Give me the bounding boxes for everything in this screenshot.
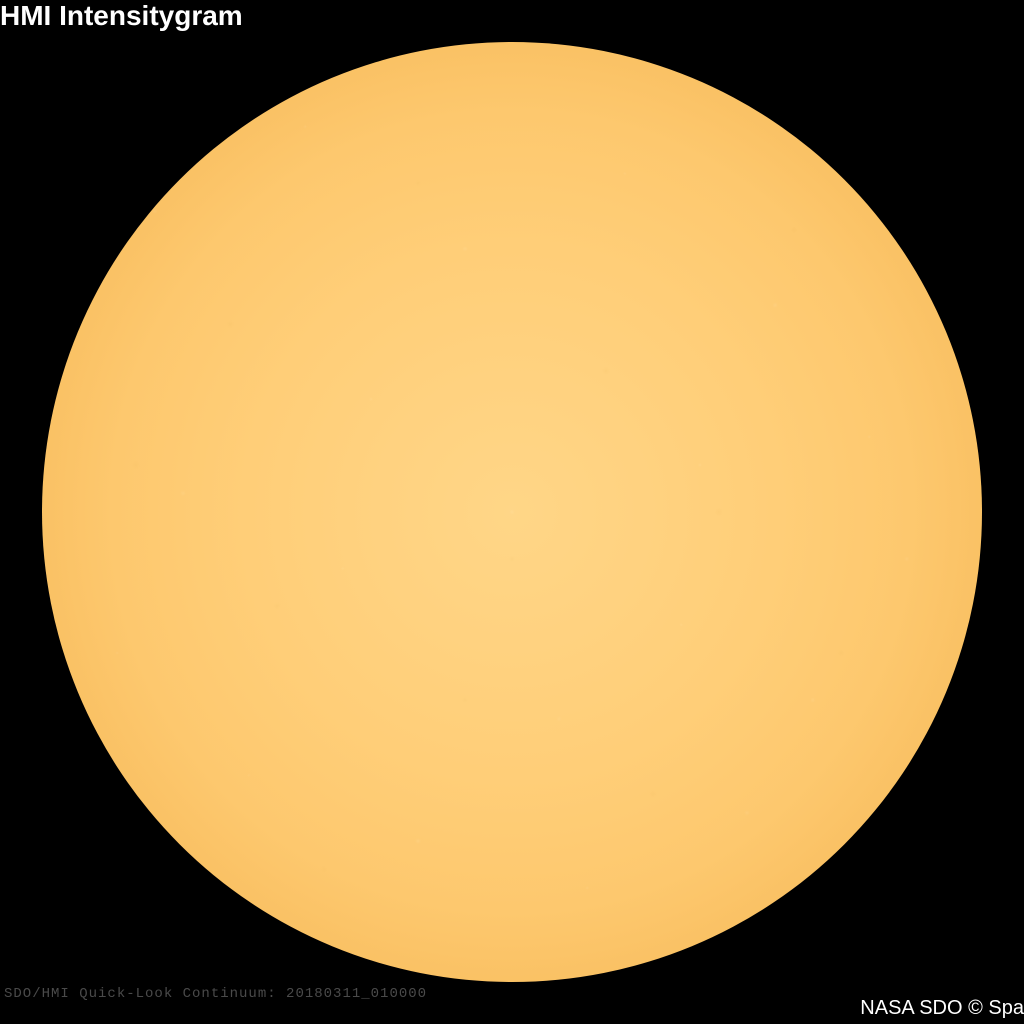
solar-disk-container (42, 42, 982, 982)
page-title: HMI Intensitygram (0, 0, 243, 32)
credit-caption: NASA SDO © Spa (860, 997, 1024, 1020)
instrument-caption: SDO/HMI Quick-Look Continuum: 20180311_0… (4, 986, 427, 1002)
solar-disk (42, 42, 982, 982)
